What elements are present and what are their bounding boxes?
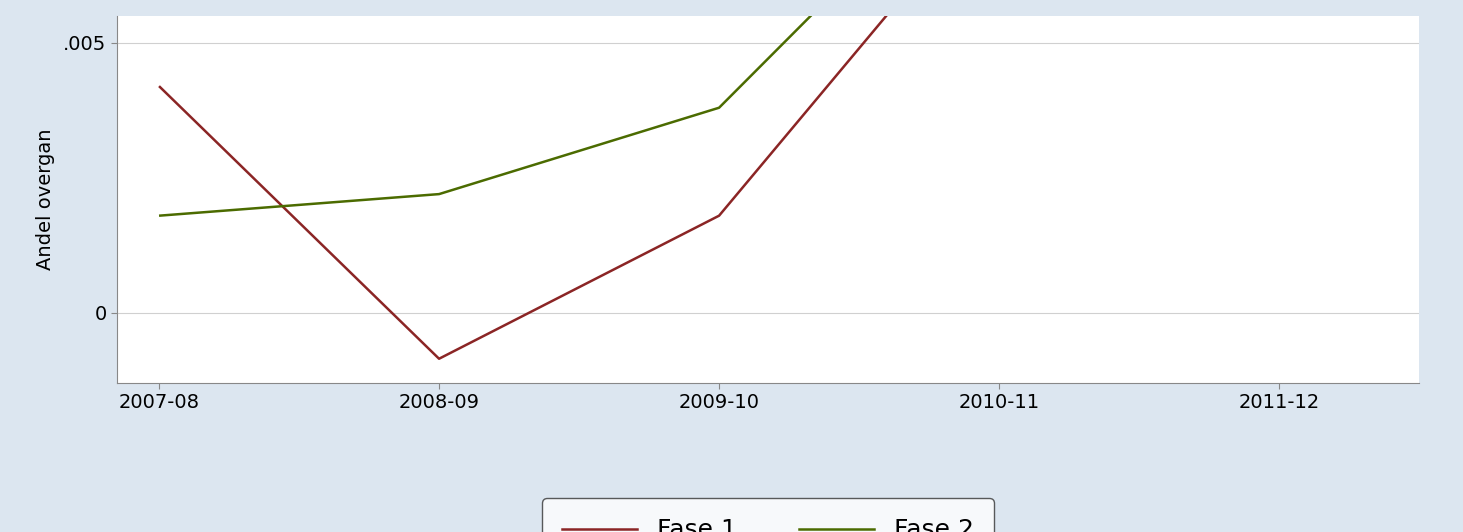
Fase 2 bbox=[711, 105, 729, 111]
Fase 1 bbox=[430, 355, 448, 362]
Y-axis label: Andel overgan: Andel overgan bbox=[37, 129, 56, 270]
Legend: Fase 1, Fase 2: Fase 1, Fase 2 bbox=[541, 498, 995, 532]
Line: Fase 1: Fase 1 bbox=[159, 0, 999, 359]
Fase 1 bbox=[711, 212, 729, 219]
Fase 1 bbox=[151, 83, 168, 89]
Fase 2 bbox=[430, 191, 448, 197]
Fase 2 bbox=[151, 212, 168, 219]
Line: Fase 2: Fase 2 bbox=[159, 0, 999, 215]
